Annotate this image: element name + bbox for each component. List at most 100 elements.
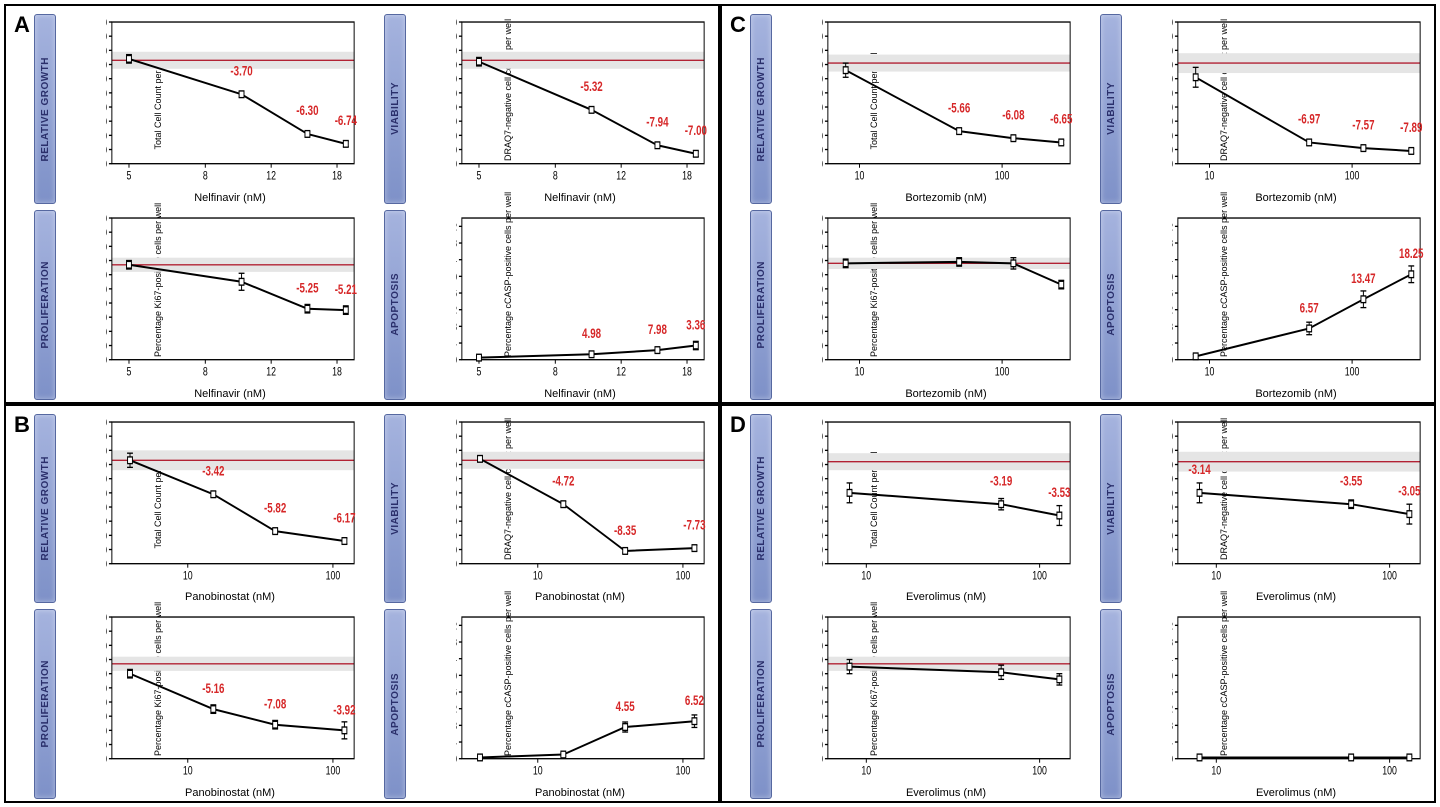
svg-text:50: 50	[106, 683, 107, 694]
svg-text:2000: 2000	[822, 130, 823, 141]
side-label-growth: RELATIVE GROWTH	[34, 414, 56, 604]
svg-text:5: 5	[127, 365, 132, 379]
svg-text:10: 10	[861, 765, 871, 779]
svg-text:-6.97: -6.97	[1298, 112, 1320, 127]
svg-text:8: 8	[553, 169, 558, 183]
svg-text:-5.66: -5.66	[948, 101, 971, 116]
svg-text:16: 16	[1172, 288, 1173, 299]
svg-text:-7.94: -7.94	[646, 115, 669, 130]
svg-text:6000: 6000	[1172, 74, 1173, 85]
svg-text:-6.30: -6.30	[296, 104, 319, 119]
side-label-text: APOPTOSIS	[1106, 673, 1117, 736]
side-label-proliferation: PROLIFERATION	[34, 210, 56, 400]
svg-text:20: 20	[456, 271, 457, 282]
svg-text:10: 10	[1211, 765, 1221, 779]
side-label-viability: VIABILITY	[1100, 414, 1122, 604]
side-label-viability: VIABILITY	[384, 414, 406, 604]
svg-text:4000: 4000	[106, 501, 107, 512]
svg-text:8: 8	[203, 365, 208, 379]
chart-proliferation: PROLIFERATIONPercentage Ki67-positive ce…	[34, 609, 360, 799]
side-label-text: VIABILITY	[390, 82, 401, 135]
svg-text:60: 60	[822, 269, 823, 280]
chart-proliferation: PROLIFERATIONPercentage Ki67-positive ce…	[750, 609, 1076, 799]
svg-text:6000: 6000	[822, 473, 823, 484]
chart-apoptosis: APOPTOSISPercentage cCASP-positive cells…	[1100, 210, 1426, 400]
svg-text:10: 10	[183, 569, 193, 583]
chart-apoptosis: APOPTOSISPercentage cCASP-positive cells…	[384, 210, 710, 400]
svg-text:10: 10	[822, 340, 823, 351]
svg-text:20: 20	[106, 326, 107, 337]
svg-text:1000: 1000	[106, 544, 107, 555]
svg-text:1000: 1000	[456, 144, 457, 155]
panel-letter: C	[730, 12, 746, 38]
side-label-growth: RELATIVE GROWTH	[750, 14, 772, 204]
svg-text:8: 8	[553, 365, 558, 379]
svg-text:8000: 8000	[822, 45, 823, 56]
x-axis-label: Panobinostat (nM)	[410, 787, 710, 799]
svg-text:-3.55: -3.55	[1340, 474, 1363, 489]
svg-text:0: 0	[822, 558, 823, 569]
svg-text:5000: 5000	[1172, 88, 1173, 99]
x-axis-label: Everolimus (nM)	[1126, 787, 1426, 799]
svg-text:-5.32: -5.32	[580, 80, 603, 95]
chart-proliferation: PROLIFERATIONPercentage Ki67-positive ce…	[750, 210, 1076, 400]
svg-text:100: 100	[676, 569, 691, 583]
svg-text:3000: 3000	[1172, 516, 1173, 527]
svg-text:8000: 8000	[456, 45, 457, 56]
svg-text:4: 4	[456, 338, 457, 349]
side-label-viability: VIABILITY	[384, 14, 406, 204]
svg-text:-6.74: -6.74	[335, 114, 358, 129]
svg-text:10: 10	[861, 569, 871, 583]
svg-text:24: 24	[456, 254, 457, 265]
svg-text:-6.65: -6.65	[1050, 112, 1073, 127]
x-axis-label: Nelfinavir (nM)	[60, 388, 360, 400]
svg-text:6000: 6000	[106, 473, 107, 484]
svg-text:-4.72: -4.72	[552, 474, 575, 489]
svg-text:0: 0	[1172, 754, 1173, 765]
svg-text:5000: 5000	[456, 88, 457, 99]
svg-text:9000: 9000	[1172, 31, 1173, 42]
subgrid: RELATIVE GROWTHTotal Cell Count per well…	[34, 14, 710, 400]
svg-text:100: 100	[1032, 765, 1047, 779]
svg-text:2000: 2000	[1172, 530, 1173, 541]
svg-text:2000: 2000	[456, 530, 457, 541]
svg-text:80: 80	[106, 640, 107, 651]
svg-text:8: 8	[1172, 321, 1173, 332]
svg-text:16: 16	[1172, 687, 1173, 698]
svg-text:24: 24	[1172, 254, 1173, 265]
svg-text:16: 16	[456, 687, 457, 698]
x-axis-label: Everolimus (nM)	[776, 787, 1076, 799]
svg-text:90: 90	[822, 626, 823, 637]
svg-text:-3.53: -3.53	[1048, 485, 1071, 500]
svg-text:1000: 1000	[456, 544, 457, 555]
panel-letter: A	[14, 12, 30, 38]
svg-text:4000: 4000	[1172, 102, 1173, 113]
svg-text:3000: 3000	[106, 116, 107, 127]
svg-text:100: 100	[1345, 169, 1360, 183]
x-axis-label: Bortezomib (nM)	[776, 192, 1076, 204]
svg-text:12: 12	[616, 365, 626, 379]
svg-text:20: 20	[456, 670, 457, 681]
svg-text:24: 24	[1172, 654, 1173, 665]
svg-text:70: 70	[822, 255, 823, 266]
svg-text:10: 10	[1205, 169, 1215, 183]
svg-text:6000: 6000	[1172, 473, 1173, 484]
svg-text:100: 100	[676, 765, 691, 779]
svg-text:2000: 2000	[456, 130, 457, 141]
svg-text:10: 10	[533, 765, 543, 779]
svg-text:4.55: 4.55	[616, 700, 635, 715]
svg-text:5000: 5000	[106, 487, 107, 498]
svg-text:10000: 10000	[456, 416, 457, 427]
svg-text:2000: 2000	[106, 530, 107, 541]
svg-text:20: 20	[822, 725, 823, 736]
svg-text:3000: 3000	[456, 116, 457, 127]
svg-text:10: 10	[533, 569, 543, 583]
svg-text:40: 40	[106, 298, 107, 309]
svg-text:2000: 2000	[822, 530, 823, 541]
svg-text:0: 0	[456, 159, 457, 170]
svg-text:-6.17: -6.17	[333, 510, 355, 525]
svg-text:8000: 8000	[1172, 445, 1173, 456]
chart-apoptosis: APOPTOSISPercentage cCASP-positive cells…	[384, 609, 710, 799]
svg-text:5: 5	[477, 365, 482, 379]
svg-text:-7.89: -7.89	[1400, 121, 1423, 136]
